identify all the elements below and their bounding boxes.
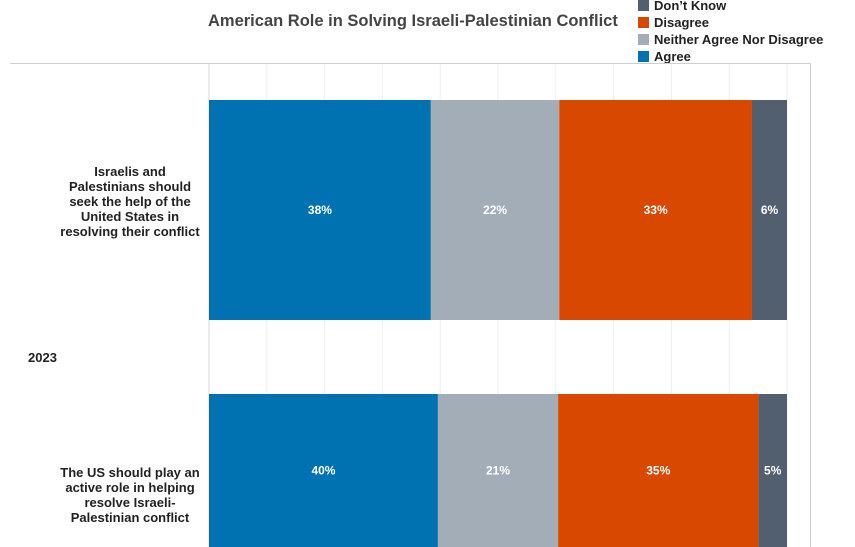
bar-value-label: 38% [308, 203, 332, 217]
bar-segment [559, 100, 752, 320]
legend-swatch-neither [638, 34, 649, 45]
bar-segment [751, 100, 787, 320]
chart-title: American Role in Solving Israeli-Palesti… [208, 12, 618, 30]
bars: 38% 22% 33% 6% 40% 21% 35% 5% [209, 100, 787, 547]
bar-segment [209, 394, 438, 547]
legend-label-dont-know: Don’t Know [654, 0, 727, 13]
bar-value-label: 21% [486, 464, 510, 478]
legend-swatch-dont-know [638, 0, 649, 11]
group-label: 2023 [28, 350, 57, 365]
bar-value-label: 5% [764, 464, 782, 478]
legend-item-dont-know: Don’t Know [638, 0, 823, 14]
legend-item-neither: Neither Agree Nor Disagree [638, 31, 823, 48]
legend-label-neither: Neither Agree Nor Disagree [654, 32, 824, 47]
legend-swatch-agree [638, 51, 649, 62]
bar-value-label: 6% [761, 203, 779, 217]
bar-segment [558, 394, 759, 547]
row-label-2: The US should play an active role in hel… [60, 465, 200, 525]
row-label-1: Israelis and Palestinians should seek th… [60, 164, 200, 239]
bar-value-label: 35% [646, 464, 670, 478]
legend: Don’t Know Disagree Neither Agree Nor Di… [638, 0, 823, 65]
plot-frame-top [10, 63, 810, 64]
bar-value-label: 40% [311, 464, 335, 478]
bar-segment [430, 100, 560, 320]
legend-item-agree: Agree [638, 48, 823, 65]
bar-segment [209, 100, 431, 320]
bar-segment [437, 394, 559, 547]
bar-value-label: 22% [483, 203, 507, 217]
legend-label-agree: Agree [654, 49, 691, 64]
bar-value-label: 33% [644, 203, 668, 217]
legend-label-disagree: Disagree [654, 15, 709, 30]
plot-frame-right [810, 63, 811, 547]
legend-item-disagree: Disagree [638, 14, 823, 31]
bar-segment [758, 394, 787, 547]
legend-swatch-disagree [638, 17, 649, 28]
